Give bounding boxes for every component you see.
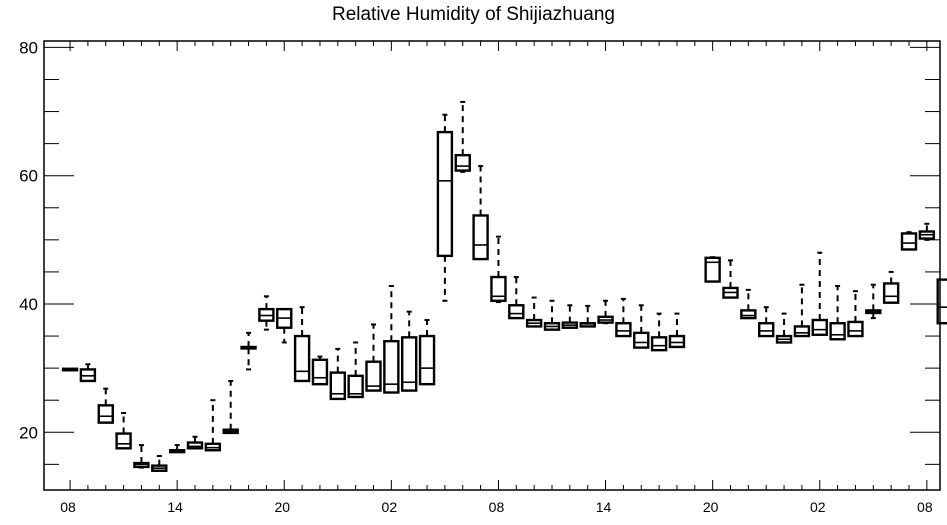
box [329, 371, 346, 401]
x-tick-label: 14 [596, 499, 612, 515]
box [436, 130, 454, 258]
box [472, 214, 489, 261]
box [847, 320, 864, 338]
x-tick-label: 20 [703, 499, 719, 515]
x-tick-label: 20 [274, 499, 290, 515]
x-tick-label: 14 [167, 499, 183, 515]
y-tick-label: 20 [19, 423, 38, 442]
box [383, 339, 400, 394]
chart-title: Relative Humidity of Shijiazhuang [331, 4, 616, 25]
box [793, 325, 811, 338]
box [490, 275, 507, 302]
x-tick-label: 08 [917, 499, 933, 515]
box [365, 360, 382, 392]
box [311, 358, 329, 386]
box [936, 278, 947, 325]
box [347, 374, 364, 399]
x-tick-label: 02 [382, 499, 398, 515]
plot-frame [43, 40, 941, 491]
box [650, 336, 668, 352]
box [293, 334, 311, 383]
box [811, 318, 828, 336]
box [401, 336, 418, 392]
box [454, 153, 471, 172]
y-tick-label: 80 [19, 38, 38, 57]
box [615, 322, 632, 338]
x-tick-label: 02 [810, 499, 826, 515]
box [186, 441, 204, 450]
box [633, 331, 650, 349]
box [508, 304, 525, 320]
box [882, 282, 900, 304]
x-tick-label: 08 [489, 499, 505, 515]
box [704, 256, 721, 283]
box [668, 334, 686, 349]
box [900, 232, 918, 251]
box [115, 432, 132, 450]
box [418, 334, 436, 386]
box [829, 322, 846, 341]
box [740, 309, 757, 320]
y-tick-label: 40 [19, 295, 38, 314]
box [97, 404, 114, 424]
x-tick-label: 08 [60, 499, 76, 515]
box [758, 322, 775, 338]
y-tick-label: 60 [19, 167, 38, 186]
